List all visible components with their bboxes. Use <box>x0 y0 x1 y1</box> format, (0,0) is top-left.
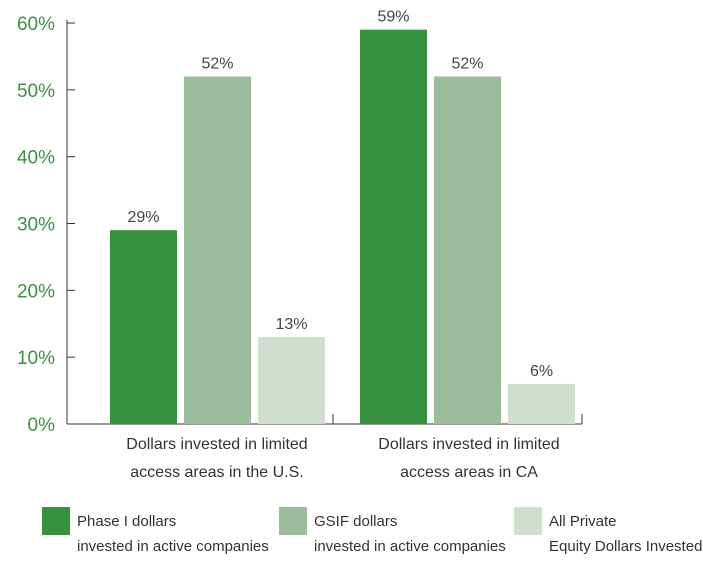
x-category-label: Dollars invested in limited <box>126 436 307 453</box>
y-tick-label: 0% <box>28 415 56 436</box>
y-tick-label: 30% <box>17 215 55 236</box>
bar <box>110 230 177 424</box>
bar <box>184 76 251 424</box>
y-tick-label: 60% <box>17 14 55 35</box>
bar <box>508 383 575 424</box>
bar-chart-plot: 0% 10% 20% 30% 40% 50% 60% 29% 59% 52% 52% 13% 6% Dol… <box>17 9 583 481</box>
y-tick-label: 20% <box>17 281 55 302</box>
bar <box>360 29 427 425</box>
x-category-label: Dollars invested in limited <box>378 436 559 453</box>
data-label: 6% <box>530 363 553 380</box>
bar <box>258 337 325 424</box>
legend-swatch-phase-i <box>42 507 70 535</box>
data-label: 52% <box>201 55 233 72</box>
legend-label-phase-i: Phase I dollars invested in active compa… <box>77 513 269 555</box>
x-category-label: access areas in the U.S. <box>130 464 303 481</box>
legend-label-gsif: GSIF dollars invested in active companie… <box>314 513 506 555</box>
data-label: 13% <box>275 316 307 333</box>
legend-label-private-equity: All Private Equity Dollars Invested <box>549 513 703 555</box>
data-label: 29% <box>127 209 159 226</box>
data-label: 59% <box>377 9 409 26</box>
bar <box>434 76 501 424</box>
data-label: 52% <box>451 55 483 72</box>
legend-swatch-private-equity <box>514 507 542 535</box>
y-tick-label: 40% <box>17 148 55 169</box>
y-tick-label: 50% <box>17 81 55 102</box>
y-tick-label: 10% <box>17 348 55 369</box>
legend-swatch-gsif <box>279 507 307 535</box>
x-category-label: access areas in CA <box>400 464 538 481</box>
